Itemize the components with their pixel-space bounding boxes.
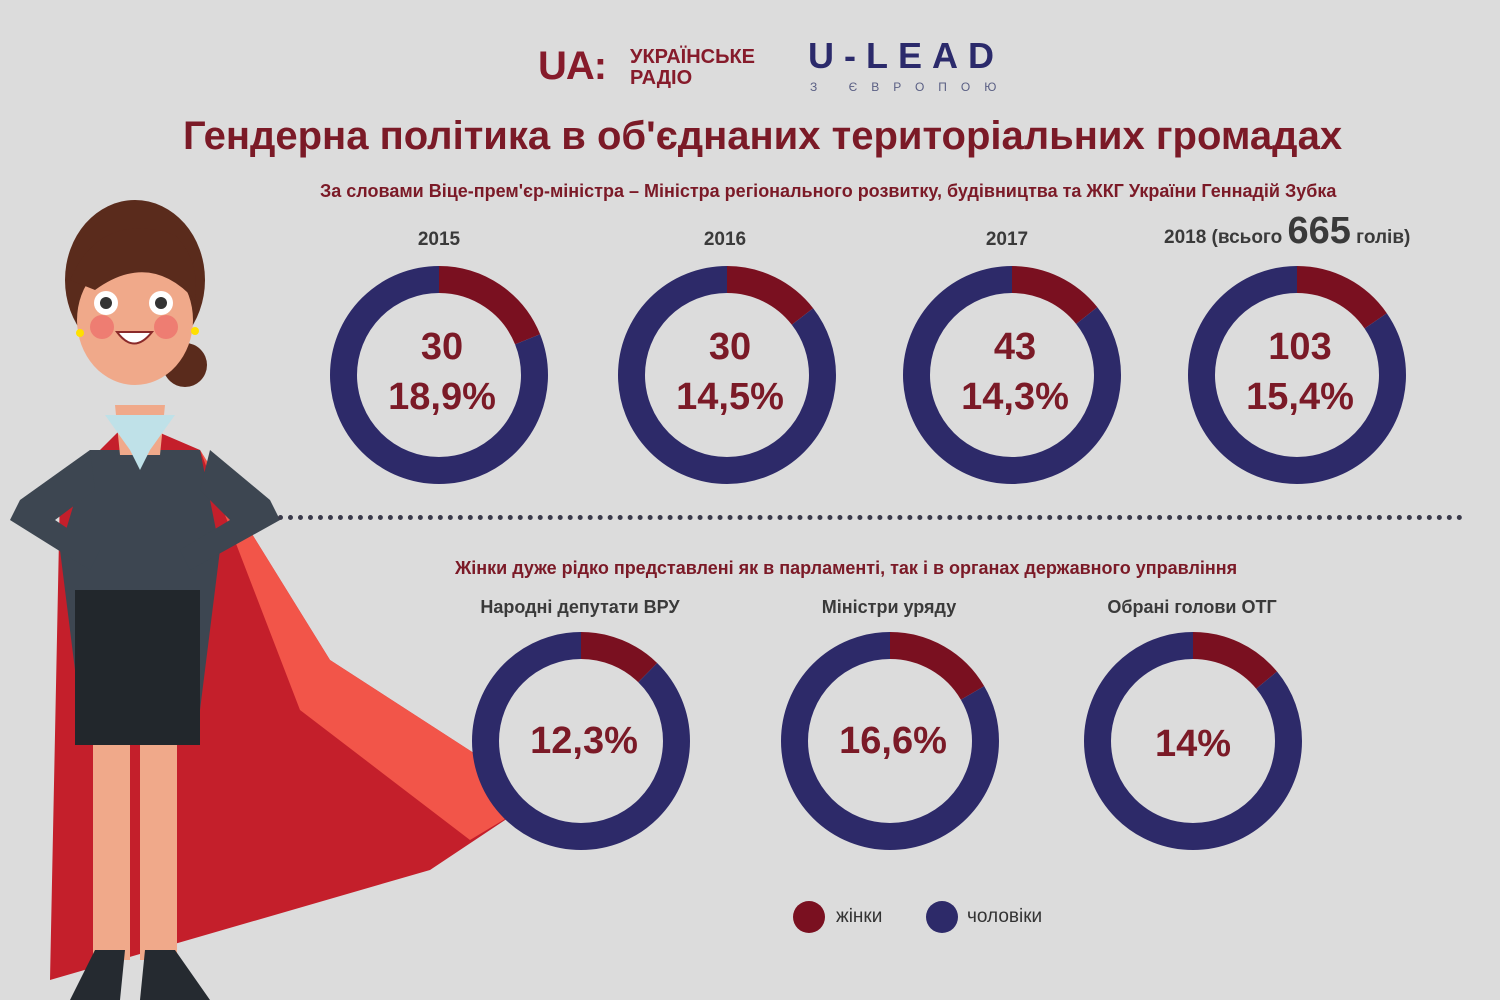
donut-4-segment-men: [472, 632, 690, 850]
pct-2015: 18,9%: [388, 376, 496, 418]
legend-men-label: чоловіки: [967, 906, 1043, 927]
count-2018: 103: [1268, 326, 1332, 368]
pct-2018: 15,4%: [1246, 376, 1354, 418]
pct-parliament: 12,3%: [530, 720, 638, 762]
pct-ministers: 16,6%: [839, 720, 947, 762]
donut-6-segment-men: [1084, 632, 1302, 850]
donut-0-segment-men: [330, 266, 548, 484]
donut-5-segment-men: [781, 632, 999, 850]
cat-parliament: Народні депутати ВРУ: [480, 597, 680, 617]
count-2015: 30: [420, 326, 464, 368]
year-2016: 2016: [703, 229, 747, 250]
pct-2016: 14,5%: [676, 376, 784, 418]
count-2016: 30: [708, 326, 752, 368]
pct-2017: 14,3%: [961, 376, 1069, 418]
ua-name-line1: УКРАЇНСЬКЕ: [630, 46, 755, 68]
cat-ministers: Міністри уряду: [821, 597, 957, 617]
subtitle: За словами Віце-прем'єр-міністра – Мініс…: [320, 181, 1337, 201]
section2-title: Жінки дуже рідко представлені як в парла…: [455, 558, 1238, 578]
ua-radio-logo: UA:: [538, 44, 607, 88]
dotted-divider: [278, 515, 1463, 520]
donut-1-segment-men: [618, 266, 836, 484]
legend-women-swatch: [793, 901, 825, 933]
ua-name-line2: РАДІО: [630, 67, 693, 89]
page-title: Гендерна політика в об'єднаних територіа…: [182, 114, 1343, 158]
year-2018-total: 665: [1287, 210, 1351, 252]
superwoman-illustration: [10, 200, 520, 1000]
cat-otg-heads: Обрані голови ОТГ: [1107, 597, 1277, 617]
ulead-subtitle: З ЄВРОПОЮ: [810, 80, 1011, 94]
year-2018-suffix: голів): [1356, 227, 1411, 248]
donut-3-segment-men: [1188, 266, 1406, 484]
count-2017: 43: [993, 326, 1037, 368]
ulead-logo: U-LEAD: [808, 35, 1004, 76]
year-2015: 2015: [417, 229, 461, 250]
year-2018-prefix: 2018 (всього: [1164, 227, 1283, 248]
legend-men-swatch: [926, 901, 958, 933]
ua-radio-name: УКРАЇНСЬКЕ РАДІО: [630, 47, 755, 89]
pct-otg-heads: 14%: [1154, 723, 1232, 765]
year-2017: 2017: [985, 229, 1029, 250]
year-2018: 2018 (всього 665 голів): [1164, 210, 1410, 253]
legend-women-label: жінки: [836, 906, 883, 927]
donut-2-segment-men: [903, 266, 1121, 484]
